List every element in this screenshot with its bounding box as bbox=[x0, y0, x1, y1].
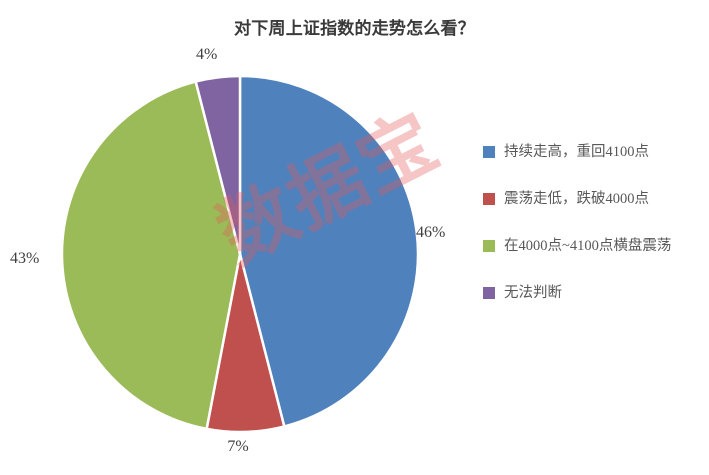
legend-item-2[interactable]: 震荡走低，跌破4000点 bbox=[483, 189, 705, 210]
data-label-series-2: 7% bbox=[227, 438, 249, 455]
legend-item-label-3: 在4000点~4100点横盘震荡 bbox=[504, 238, 672, 254]
legend-item-4[interactable]: 无法判断 bbox=[483, 283, 705, 304]
legend-item-3[interactable]: 在4000点~4100点横盘震荡 bbox=[483, 236, 705, 257]
legend-swatch-icon-2 bbox=[483, 193, 495, 205]
legend-item-1[interactable]: 持续走高，重回4100点 bbox=[483, 142, 705, 163]
pie-svg bbox=[60, 74, 420, 434]
legend-swatch-icon-4 bbox=[483, 287, 495, 299]
pie-slice-3[interactable] bbox=[60, 80, 242, 431]
data-label-series-4: 4% bbox=[196, 46, 218, 63]
legend-swatch-icon-3 bbox=[483, 240, 495, 252]
legend-swatch-icon-1 bbox=[483, 146, 495, 158]
legend-item-label-4: 无法判断 bbox=[504, 285, 562, 301]
pie-slice-1[interactable] bbox=[238, 74, 420, 428]
data-label-series-3: 43% bbox=[10, 250, 40, 267]
chart-title: 对下周上证指数的走势怎么看？ bbox=[234, 19, 475, 38]
pie-plot-area bbox=[58, 72, 422, 436]
chart-legend: 持续走高，重回4100点 震荡走低，跌破4000点 在4000点~4100点横盘… bbox=[483, 142, 705, 304]
pie-slice-4[interactable] bbox=[194, 74, 242, 255]
legend-item-label-2: 震荡走低，跌破4000点 bbox=[504, 191, 649, 207]
data-label-series-1: 46% bbox=[416, 224, 446, 241]
legend-item-label-1: 持续走高，重回4100点 bbox=[504, 144, 649, 160]
